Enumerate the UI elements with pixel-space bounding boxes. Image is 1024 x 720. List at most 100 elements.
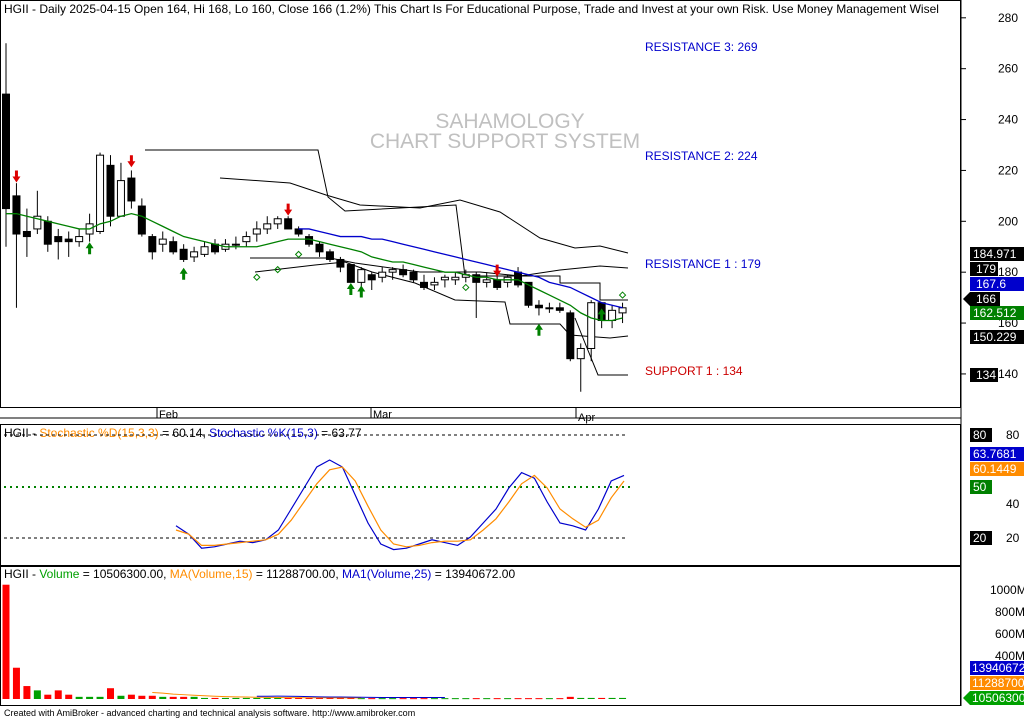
volume-bar [127,694,135,699]
candle [305,234,314,247]
candle [242,231,251,247]
candle [566,310,575,362]
price-tick-label: 240 [998,113,1018,127]
candle-body [22,230,31,238]
candle [190,246,199,263]
up-arrow-icon [85,242,94,255]
candle [576,343,585,392]
candle-body [336,258,345,268]
svg-text:13940672: 13940672 [972,661,1024,675]
candle [54,228,63,260]
svg-text:80: 80 [1006,428,1020,442]
volume-bar [44,694,52,699]
moving-average-lines [6,213,623,322]
candle [116,162,125,217]
candle-body [242,236,251,243]
candle [148,234,157,260]
candle [430,277,439,290]
candle-body [116,180,125,217]
candle-body [514,271,523,286]
svg-text:400M: 400M [995,649,1024,663]
volume-bar [378,698,386,700]
price-tag-upper-band: 184.971 [973,247,1017,261]
svg-text:20: 20 [1006,531,1020,545]
signal-arrows [12,155,627,336]
svg-text:10506300: 10506300 [972,691,1024,705]
candle [472,272,481,318]
price-envelope-lines [145,149,629,376]
volume-bar [201,697,209,699]
candlestick-series [2,43,627,392]
ema-slow-line [298,228,623,309]
candle-body [273,218,282,225]
chart-header-title: HGII - Daily 2025-04-15 Open 164, Hi 168… [4,2,939,16]
candle-body [399,269,408,276]
price-tags: 184.971 179 167.6 166 162.512 150.229 13… [963,247,1024,382]
candle [409,269,418,283]
volume-bar [274,697,282,699]
candle [587,300,596,362]
volume-bar [483,698,491,700]
candle [200,241,209,257]
svg-text:40: 40 [1006,497,1020,511]
candle [346,264,355,283]
footer-credit: Created with AmiBroker - advanced charti… [4,708,416,718]
candle [137,198,146,237]
envelope-line [219,177,629,254]
volume-bar [472,698,480,700]
candle [284,216,293,230]
candle [555,302,564,313]
svg-text:60.1449: 60.1449 [973,462,1017,476]
envelope-line [145,149,628,301]
candle-body [472,274,481,283]
volume-bar [117,695,125,699]
candle-body [12,195,21,235]
candle-body [106,164,115,217]
candle [420,274,428,290]
candle [399,264,408,278]
volume-bar [263,697,271,699]
diamond-marker-icon [618,291,627,299]
diamond-marker-icon [294,250,303,259]
date-tick-label: Mar [373,409,392,421]
volume-bar [180,696,188,699]
volume-bar [169,696,177,699]
volume-bar [12,667,20,699]
candle [378,267,387,283]
volume-bar [75,696,83,699]
volume-bar [608,697,616,699]
date-tick-label: Feb [159,409,178,421]
candle-body [493,279,502,288]
resistance-3-label: RESISTANCE 3: 269 [645,40,758,54]
candle [273,216,282,229]
volume-bar [54,690,62,699]
volume-bar [399,698,407,700]
candle-body [284,218,293,230]
candle [127,170,136,209]
candle-body [576,347,585,360]
candle-body [587,302,596,349]
candle-body [482,279,491,283]
candle [64,231,73,257]
volume-bar [316,697,323,699]
candle-body [64,238,73,243]
candle [493,274,502,290]
price-panel-frame [0,0,961,408]
candle-body [420,281,428,288]
envelope-line [250,257,629,277]
candle [75,228,84,247]
candle-body [618,307,627,314]
candle [263,216,272,235]
volume-bar [441,698,449,700]
volume-bar [326,697,334,699]
candle-body [2,93,10,210]
volume-bar [598,697,606,699]
candle [221,239,230,252]
volume-bar [107,688,114,699]
price-tick-label: 200 [998,214,1018,228]
volume-bar [159,696,167,699]
candle-body [524,281,533,306]
price-tick-label: 180 [998,265,1018,279]
